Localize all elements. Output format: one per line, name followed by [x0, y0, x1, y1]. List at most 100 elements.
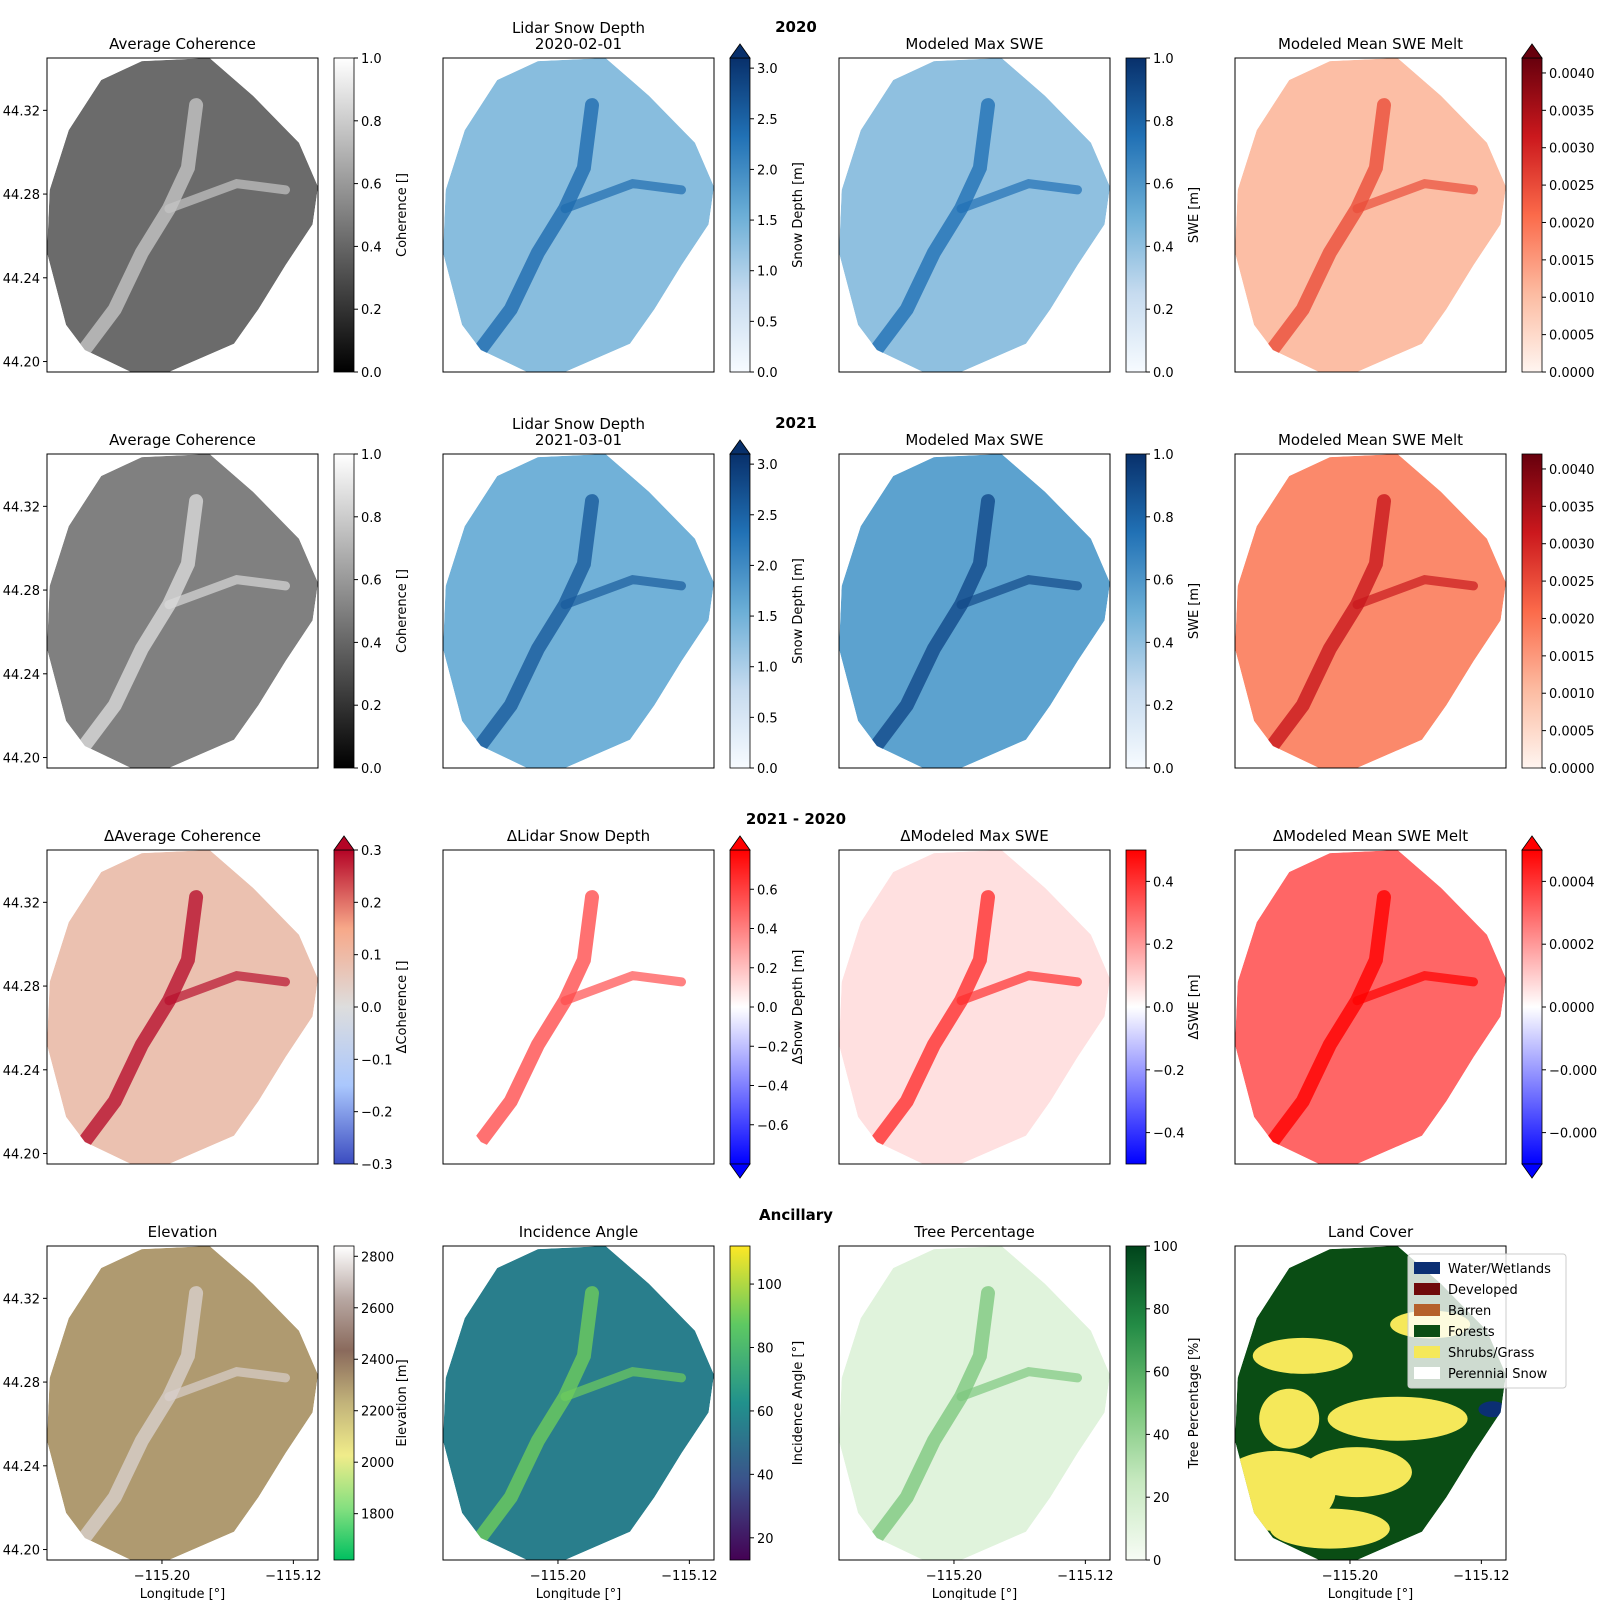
legend-label: Barren: [1448, 1304, 1491, 1319]
map-texture: [468, 494, 599, 760]
legend: Water/Wetlands Developed Barren Forests Shru…: [1407, 1253, 1567, 1389]
map-panel: ΔModeled Mean SWE Melt −0.000 −0.000 0.0000…: [1234, 827, 1597, 1179]
colorbar-tick-label: 0.0: [757, 762, 778, 777]
map-panel: ΔAverage Coherence 44.20 44.24 44.28 44.32 −0…: [3, 827, 410, 1173]
colorbar-tick-label: 0.0: [757, 1001, 778, 1016]
colorbar-tick-label: 2.5: [757, 509, 778, 524]
colorbar-tick-label: 1.0: [757, 661, 778, 676]
map-texture: [164, 574, 290, 610]
colorbar-tick-label: 1.0: [757, 265, 778, 280]
colorbar-tick-label: 0.2: [361, 699, 382, 714]
colorbar-tick-label: 2000: [361, 1456, 394, 1471]
colorbar-tick-label: 0.6: [1153, 178, 1174, 193]
colorbar-tick-label: 0.0: [361, 366, 382, 381]
y-tick-label: 44.20: [3, 752, 40, 767]
colorbar-tick-label: 0.0000: [1549, 1001, 1595, 1016]
colorbar-extend: [729, 43, 751, 59]
colorbar-tick-label: 0.0030: [1549, 538, 1595, 553]
colorbar-tick-label: 0.6: [361, 574, 382, 589]
x-tick-label: −115.12: [265, 1569, 321, 1584]
colorbar: 20 40 60 80 100 Incidence Angle [°]: [729, 1245, 806, 1561]
map-texture: [1260, 890, 1391, 1156]
colorbar: 1800 2000 2200 2400 2600 2800 Elevation [m]: [333, 1245, 410, 1561]
axes-frame: [838, 453, 1111, 769]
panel-title: Land Cover: [1328, 1223, 1414, 1241]
map-texture: [72, 890, 204, 1156]
colorbar: 0 20 40 60 80 100 Tree Percentage [%]: [1125, 1240, 1202, 1569]
map-texture: [560, 970, 686, 1006]
colorbar-tick-label: 40: [1153, 1428, 1170, 1443]
legend-swatch: [1414, 1325, 1440, 1337]
map-texture: [468, 1286, 599, 1552]
map-panel: Modeled Max SWE 0.0 0.2 0.4 0.6 0.8 1.0 SWE [m]: [838, 431, 1202, 777]
map-panel: Tree Percentage −115.20 −115.12 Longitude […: [838, 1223, 1202, 1600]
panel-title: Modeled Max SWE: [905, 35, 1043, 53]
map-texture: [468, 98, 599, 364]
legend-label: Perennial Snow: [1448, 1367, 1548, 1382]
colorbar-tick-label: 0.8: [361, 115, 382, 130]
colorbar-tick-label: −0.4: [1153, 1127, 1185, 1142]
x-tick-label: −115.20: [1322, 1569, 1378, 1584]
row-title: 2020: [775, 18, 817, 36]
y-tick-label: 44.28: [3, 584, 40, 599]
colorbar-tick-label: 100: [1153, 1240, 1178, 1255]
colorbar-extend: [1521, 43, 1543, 59]
colorbar-tick-label: 0.0040: [1549, 67, 1595, 82]
colorbar-tick-label: 2200: [361, 1405, 394, 1420]
panel-title: Modeled Mean SWE Melt: [1278, 431, 1463, 449]
colorbar-label: ΔSnow Depth [m]: [791, 950, 806, 1065]
colorbar-tick-label: 0.4: [1153, 636, 1174, 651]
map-texture: [1260, 98, 1391, 364]
panel-title: Incidence Angle: [519, 1223, 639, 1241]
colorbar-tick-label: −0.000: [1549, 1127, 1597, 1142]
colorbar-tick-label: 1.0: [361, 448, 382, 463]
colorbar-tick-label: 0.0010: [1549, 291, 1595, 306]
colorbar-tick-label: 0.0015: [1549, 254, 1595, 269]
panel-title: ΔAverage Coherence: [104, 827, 261, 845]
panel-title: ΔLidar Snow Depth: [507, 827, 650, 845]
y-tick-label: 44.28: [3, 1376, 40, 1391]
legend-swatch: [1414, 1367, 1440, 1379]
colorbar-tick-label: 1.0: [361, 52, 382, 67]
colorbar-tick-label: 2800: [361, 1250, 394, 1265]
colorbar-tick-label: 0.6: [757, 883, 778, 898]
panel-title: Average Coherence: [109, 35, 256, 53]
colorbar-extend: [1521, 1163, 1543, 1179]
colorbar-label: Incidence Angle [°]: [791, 1341, 806, 1465]
map-panel: ΔLidar Snow Depth −0.6 −0.4 −0.2 0.0 0.2 0.4 0.…: [442, 827, 806, 1179]
colorbar-label: SWE [m]: [1187, 583, 1202, 639]
colorbar-tick-label: 0.6: [1153, 574, 1174, 589]
map-panel: Average Coherence 44.20 44.24 44.28 44.32 0.0…: [3, 35, 410, 381]
y-tick-label: 44.32: [3, 104, 40, 119]
colorbar-tick-label: −0.3: [361, 1158, 393, 1173]
row-title: Ancillary: [759, 1206, 833, 1224]
map-panel: Land Cover −115.20 −115.12 Longitude [°] Wat…: [1234, 1223, 1567, 1600]
map-texture: [72, 494, 204, 760]
legend-swatch: [1414, 1262, 1440, 1274]
colorbar-label: Snow Depth [m]: [791, 558, 806, 664]
legend-swatch: [1414, 1304, 1440, 1316]
axes-frame: [442, 57, 715, 373]
colorbar-tick-label: 2.0: [757, 559, 778, 574]
colorbar-label: Coherence []: [395, 569, 410, 653]
colorbar: 0.0 0.2 0.4 0.6 0.8 1.0 Coherence []: [333, 448, 410, 777]
colorbar-tick-label: 0.8: [361, 511, 382, 526]
colorbar-tick-label: 0.2: [361, 896, 382, 911]
colorbar-tick-label: 0.3: [361, 844, 382, 859]
colorbar-tick-label: 80: [1153, 1303, 1170, 1318]
colorbar-tick-label: 0.0: [757, 366, 778, 381]
land-cover-shrubs: [1259, 1388, 1320, 1449]
map-panel: Modeled Mean SWE Melt0.00000.00050.00100…: [1234, 431, 1595, 777]
axes-frame: [46, 453, 319, 769]
colorbar-tick-label: 0.4: [361, 240, 382, 255]
y-tick-label: 44.20: [3, 1148, 40, 1163]
colorbar-tick-label: 1.5: [757, 214, 778, 229]
colorbar-tick-label: 1.5: [757, 610, 778, 625]
map-panel: ΔModeled Max SWE −0.4 −0.2 0.0 0.2 0.4 ΔSWE [m…: [838, 827, 1202, 1165]
colorbar-tick-label: 20: [757, 1532, 774, 1547]
axes-frame: [442, 453, 715, 769]
land-cover-water: [1478, 1401, 1506, 1418]
panel-title: Average Coherence: [109, 431, 256, 449]
